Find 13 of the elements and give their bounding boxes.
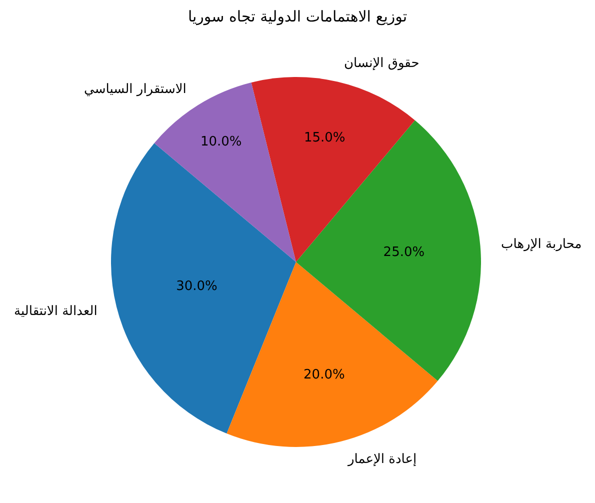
- pie-slice: [226, 262, 438, 447]
- chart-title: توزيع الاهتمامات الدولية تجاه سوريا: [188, 7, 408, 26]
- slice-label: محاربة الإرهاب: [501, 237, 582, 252]
- data-label: 25.0%: [383, 245, 425, 260]
- slice-label: إعادة الإعمار: [347, 452, 417, 467]
- pie-slice: [296, 120, 481, 381]
- data-label: 30.0%: [176, 279, 218, 294]
- slice-label: حقوق الإنسان: [344, 56, 420, 71]
- data-label: 20.0%: [304, 368, 345, 383]
- slice-label: العدالة الانتقالية: [14, 304, 98, 319]
- data-label: 10.0%: [200, 134, 242, 150]
- data-label: 15.0%: [304, 130, 346, 146]
- slice-label: الاستقرار السياسي: [84, 82, 186, 97]
